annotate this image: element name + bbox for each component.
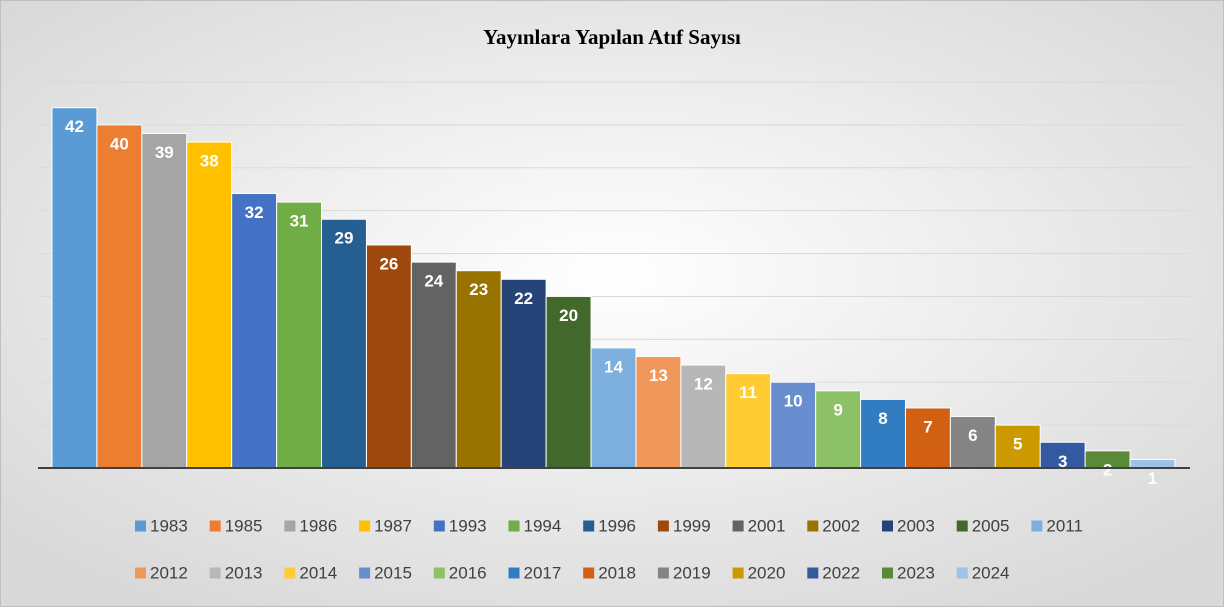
data-label: 23 [469, 280, 488, 299]
bar [680, 364, 727, 469]
data-label: 42 [65, 117, 84, 136]
legend-swatch [359, 520, 371, 532]
legend-label: 1986 [299, 516, 337, 535]
bar [815, 390, 862, 469]
legend-swatch [433, 520, 445, 532]
legend-label: 2016 [449, 563, 487, 582]
legend-swatch [657, 520, 669, 532]
data-label: 39 [155, 143, 174, 162]
legend-label: 2012 [150, 563, 188, 582]
data-label: 26 [379, 254, 398, 273]
bar [860, 398, 906, 469]
bar [186, 141, 233, 469]
data-label: 1 [1148, 469, 1157, 488]
legend-label: 1987 [374, 516, 412, 535]
data-label: 32 [245, 203, 264, 222]
bar [949, 416, 996, 469]
legend-swatch [956, 520, 968, 532]
data-label: 13 [649, 366, 668, 385]
legend-label: 2005 [972, 516, 1010, 535]
bar [365, 244, 412, 469]
legend-swatch [882, 567, 893, 579]
bar [410, 261, 457, 469]
legend-swatch [508, 520, 520, 532]
legend-swatch [732, 567, 744, 579]
bar [321, 218, 367, 469]
data-label: 40 [110, 134, 129, 153]
legend-swatch [657, 567, 669, 579]
data-label: 7 [923, 417, 932, 436]
legend-swatch [807, 567, 819, 579]
legend-label: 2022 [822, 563, 860, 582]
legend-label: 2015 [374, 563, 412, 582]
legend-label: 2017 [524, 563, 562, 582]
bar [276, 201, 323, 469]
data-label: 38 [200, 152, 219, 171]
legend-label: 2018 [598, 563, 636, 582]
data-label: 12 [694, 375, 713, 394]
data-label: 24 [424, 272, 443, 291]
data-label: 2 [1103, 460, 1112, 479]
legend-label: 2011 [1046, 516, 1083, 535]
legend-swatch [209, 520, 221, 532]
data-label: 11 [739, 383, 757, 402]
bar [51, 107, 98, 469]
data-label: 22 [514, 289, 533, 308]
bar [635, 355, 682, 469]
data-label: 14 [604, 357, 623, 376]
bar [1039, 441, 1086, 469]
legend-label: 2019 [673, 563, 711, 582]
legend-label: 2002 [822, 516, 860, 535]
legend-swatch [807, 520, 819, 532]
legend-swatch [433, 567, 445, 579]
legend-swatch [732, 520, 744, 532]
data-label: 20 [559, 306, 578, 325]
bar [455, 270, 502, 469]
legend-label: 2013 [225, 563, 263, 582]
data-label: 29 [335, 229, 354, 248]
legend-swatch [284, 567, 296, 579]
legend-swatch [209, 567, 221, 579]
bar [770, 381, 817, 469]
legend-label: 1993 [449, 516, 487, 535]
legend-label: 2020 [748, 563, 786, 582]
legend-swatch [135, 520, 146, 532]
legend-swatch [583, 567, 595, 579]
bar [96, 124, 143, 469]
bar [590, 347, 637, 469]
bar [231, 193, 278, 469]
bar [141, 132, 188, 469]
legend-swatch [508, 567, 520, 579]
legend-label: 2001 [748, 516, 786, 535]
data-label: 9 [833, 400, 842, 419]
legend-label: 1999 [673, 516, 711, 535]
legend-swatch [284, 520, 296, 532]
legend-swatch [135, 567, 146, 579]
data-label: 8 [878, 409, 887, 428]
bar [994, 424, 1041, 469]
legend-swatch [882, 520, 893, 532]
data-label: 31 [290, 212, 309, 231]
legend-swatch [956, 567, 968, 579]
legend-label: 2024 [972, 563, 1010, 582]
legend-label: 2023 [897, 563, 935, 582]
data-label: 6 [968, 426, 977, 445]
legend-label: 1985 [225, 516, 263, 535]
bar [725, 373, 772, 469]
legend-label: 2003 [897, 516, 935, 535]
legend-swatch [359, 567, 371, 579]
data-label: 10 [784, 392, 803, 411]
bar [500, 278, 547, 469]
bar [1129, 458, 1176, 469]
legend-swatch [1031, 520, 1043, 532]
legend-swatch [583, 520, 595, 532]
legend-label: 1994 [524, 516, 562, 535]
legend-label: 1983 [150, 516, 188, 535]
legend-label: 1996 [598, 516, 636, 535]
data-label: 3 [1058, 452, 1067, 471]
chart-title: Yayınlara Yapılan Atıf Sayısı [483, 25, 741, 49]
data-label: 5 [1013, 435, 1022, 454]
legend-label: 2014 [299, 563, 337, 582]
